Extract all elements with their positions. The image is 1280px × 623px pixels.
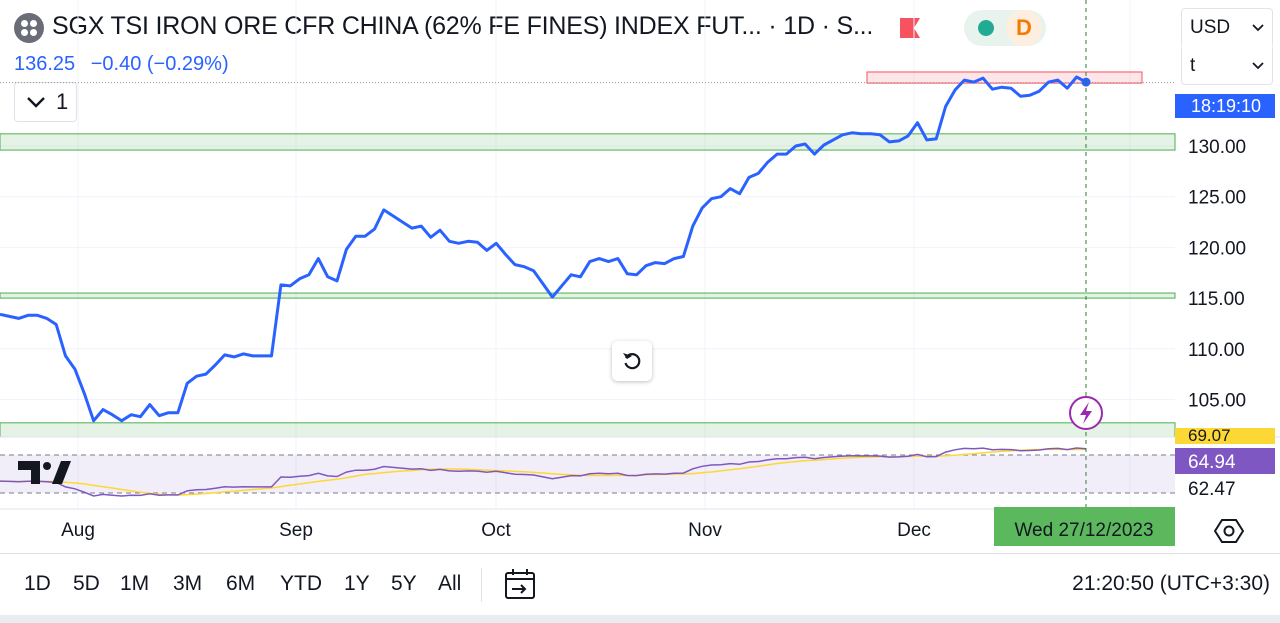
crosshair-date-label-box xyxy=(994,507,1175,546)
indicator-partial-label: 69.07 xyxy=(1188,426,1231,445)
symbol-title[interactable]: SGX TSI IRON ORE CFR CHINA (62% FE FINES… xyxy=(52,12,874,40)
chevron-down-icon xyxy=(27,97,45,108)
price-tick-label: 130.00 xyxy=(1188,137,1246,158)
indicator-partial-label-box xyxy=(1175,428,1275,444)
symbol-logo-icon[interactable] xyxy=(14,13,44,43)
currency-value: USD xyxy=(1190,16,1231,38)
price-tick-label: 115.00 xyxy=(1188,289,1245,310)
resistance-zone xyxy=(866,71,1143,84)
price-tick-label: 120.00 xyxy=(1188,238,1246,259)
last-price: 136.25 xyxy=(14,53,76,75)
market-status-pill[interactable]: D xyxy=(964,10,1046,46)
price-chart[interactable]: 130.00 125.00 120.00 115.00 110.00 105.00 18:… xyxy=(0,0,1280,553)
indicator-line xyxy=(0,447,1087,497)
chart-settings-gear-icon[interactable] xyxy=(1214,516,1244,546)
support-zone xyxy=(0,133,1176,151)
support-zone xyxy=(0,292,1176,299)
range-1m-button[interactable]: 1M xyxy=(120,572,150,595)
chart-header: SGX TSI IRON ORE CFR CHINA (62% FE FINES… xyxy=(0,0,1175,56)
range-ytd-button[interactable]: YTD xyxy=(280,572,322,595)
time-tick-label: Oct xyxy=(481,520,511,541)
reset-icon xyxy=(623,353,641,370)
range-5d-button[interactable]: 5D xyxy=(73,572,100,595)
bottom-toolbar: 1D 5D 1M 3M 6M YTD 1Y 5Y All 21:20:50 (U… xyxy=(0,553,1280,616)
time-tick-label: Aug xyxy=(61,520,95,541)
range-5y-button[interactable]: 5Y xyxy=(391,572,417,595)
indicator-current-label: 64.94 xyxy=(1188,452,1236,473)
quote-line: 136.25 −0.40 (−0.29%) xyxy=(14,53,239,76)
range-all-button[interactable]: All xyxy=(438,572,462,595)
go-to-date-calendar-icon[interactable] xyxy=(503,567,537,601)
chevron-down-icon xyxy=(1252,23,1264,31)
price-zones xyxy=(0,71,1176,438)
price-tick-label: 110.00 xyxy=(1188,340,1245,361)
legend-count: 1 xyxy=(56,89,69,114)
range-1d-button[interactable]: 1D xyxy=(24,572,51,595)
time-tick-label: Sep xyxy=(279,520,313,541)
currency-select[interactable]: USD xyxy=(1181,8,1273,46)
bottom-strip xyxy=(0,615,1280,623)
market-open-dot-icon xyxy=(978,20,994,36)
lightning-alert-icon[interactable] xyxy=(1069,396,1103,430)
time-label: 18:19:10 xyxy=(1191,96,1261,116)
range-3m-button[interactable]: 3M xyxy=(173,572,203,595)
flag-icon[interactable] xyxy=(898,17,922,39)
time-axis[interactable]: Aug Sep Oct Nov Dec xyxy=(61,520,931,541)
range-1y-button[interactable]: 1Y xyxy=(344,572,370,595)
price-series-line[interactable] xyxy=(0,75,1087,423)
price-tick-label: 125.00 xyxy=(1188,188,1246,209)
crosshair-date-label: Wed 27/12/2023 xyxy=(1014,520,1153,541)
toolbar-separator xyxy=(481,568,482,602)
indicator-current-label-box xyxy=(1175,448,1275,474)
reset-chart-button[interactable] xyxy=(612,341,652,381)
price-tick-label: 105.00 xyxy=(1188,391,1246,412)
time-tick-label: Dec xyxy=(897,520,931,541)
time-label-box xyxy=(1175,94,1275,118)
time-tick-label: Nov xyxy=(688,520,722,541)
price-change: −0.40 (−0.29%) xyxy=(90,53,229,75)
price-scale[interactable]: 130.00 125.00 120.00 115.00 110.00 105.00 xyxy=(1188,137,1246,412)
range-6m-button[interactable]: 6M xyxy=(226,572,256,595)
indicator-low-label: 62.47 xyxy=(1188,479,1236,500)
timezone-clock[interactable]: 21:20:50 (UTC+3:30) xyxy=(1072,572,1270,595)
tradingview-logo[interactable] xyxy=(18,461,71,484)
support-zone xyxy=(0,422,1176,438)
chevron-down-icon xyxy=(1252,61,1264,69)
unit-value: t xyxy=(1190,54,1196,76)
delayed-badge[interactable]: D xyxy=(1006,10,1042,46)
unit-select[interactable]: t xyxy=(1181,47,1273,85)
